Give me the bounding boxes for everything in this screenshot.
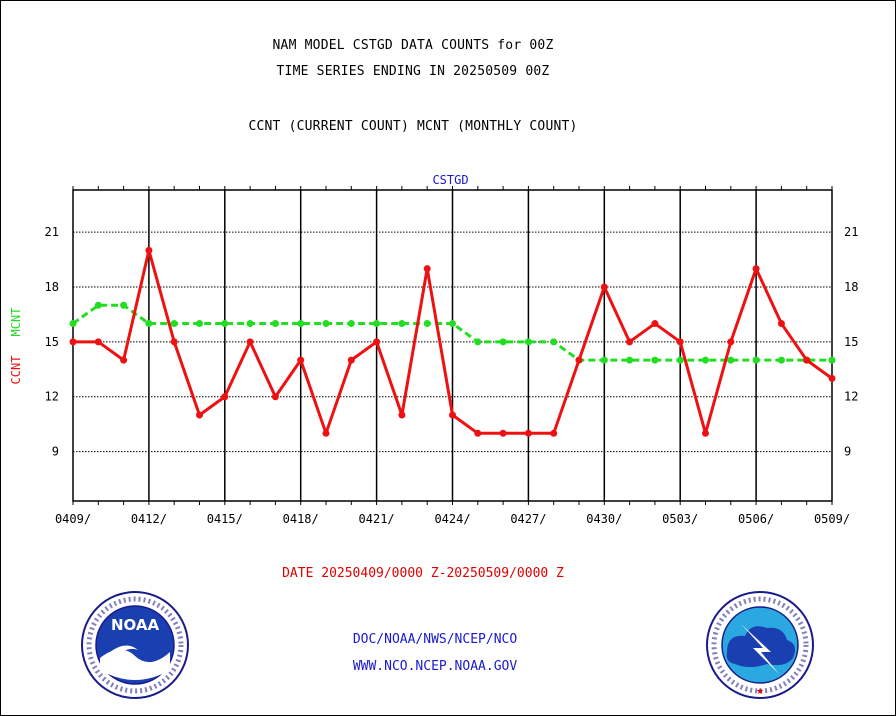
data-point-mcnt <box>145 320 153 328</box>
data-point-ccnt <box>550 429 558 437</box>
data-point-mcnt <box>373 320 381 328</box>
data-point-ccnt <box>145 246 153 254</box>
data-point-mcnt <box>449 320 456 328</box>
data-point-mcnt <box>651 356 659 364</box>
data-point-mcnt <box>398 320 406 328</box>
data-point-ccnt <box>170 338 178 346</box>
data-point-mcnt <box>727 356 735 364</box>
x-tick-label: 0412/ <box>131 512 167 526</box>
data-point-mcnt <box>322 320 330 328</box>
x-tick-label: 0427/ <box>510 512 546 526</box>
y-tick-label-left: 21 <box>45 225 59 239</box>
data-point-ccnt <box>398 411 406 419</box>
y-tick-label-left: 18 <box>45 280 59 294</box>
data-point-mcnt <box>271 320 279 328</box>
data-point-ccnt <box>347 356 355 364</box>
y-axis-label-ccnt: CCNT <box>9 356 23 385</box>
nws-logo-icon: ★ <box>706 591 814 699</box>
y-tick-label-right: 12 <box>844 390 858 404</box>
data-point-ccnt <box>499 429 507 437</box>
data-point-ccnt <box>246 338 254 346</box>
y-tick-label-left: 9 <box>52 445 59 459</box>
x-tick-label: 0424/ <box>434 512 470 526</box>
y-tick-label-right: 15 <box>844 335 858 349</box>
noaa-logo-text: NOAA <box>111 616 160 634</box>
data-point-mcnt <box>828 356 836 364</box>
data-point-ccnt <box>575 356 583 364</box>
data-point-ccnt <box>676 338 684 346</box>
data-point-mcnt <box>94 301 102 309</box>
noaa-logo-icon: NOAA <box>81 591 189 699</box>
x-tick-label: 0430/ <box>586 512 622 526</box>
x-tick-label: 0503/ <box>662 512 698 526</box>
data-point-mcnt <box>120 301 128 309</box>
data-point-mcnt <box>524 338 532 346</box>
data-point-ccnt <box>196 411 203 419</box>
header-title-line-3: CCNT (CURRENT COUNT) MCNT (MONTHLY COUNT… <box>248 119 578 134</box>
chart-title: CSTGD <box>432 173 468 187</box>
y-tick-label-right: 18 <box>844 280 858 294</box>
data-point-ccnt <box>221 393 229 401</box>
date-range-label: DATE 20250409/0000 Z-20250509/0000 Z <box>282 566 564 581</box>
data-point-ccnt <box>449 411 456 419</box>
data-point-ccnt <box>752 265 760 273</box>
data-point-ccnt <box>120 356 128 364</box>
y-tick-label-left: 12 <box>45 390 59 404</box>
x-tick-label: 0506/ <box>738 512 774 526</box>
data-point-mcnt <box>752 356 760 364</box>
y-tick-label-left: 15 <box>45 335 59 349</box>
data-point-ccnt <box>803 356 811 364</box>
data-point-ccnt <box>423 265 431 273</box>
data-point-ccnt <box>727 338 735 346</box>
x-tick-label: 0409/ <box>55 512 91 526</box>
data-point-mcnt <box>69 320 77 328</box>
data-point-ccnt <box>297 356 305 364</box>
x-tick-label: 0415/ <box>207 512 243 526</box>
data-point-ccnt <box>702 429 709 437</box>
data-point-mcnt <box>170 320 178 328</box>
data-point-mcnt <box>550 338 558 346</box>
x-tick-label: 0509/ <box>814 512 850 526</box>
data-point-mcnt <box>676 356 684 364</box>
y-axis-label-mcnt: MCNT <box>9 308 23 337</box>
data-point-ccnt <box>69 338 77 346</box>
data-point-mcnt <box>702 356 709 364</box>
data-point-mcnt <box>626 356 634 364</box>
x-tick-label: 0421/ <box>359 512 395 526</box>
data-point-mcnt <box>347 320 355 328</box>
data-point-ccnt <box>271 393 279 401</box>
data-point-mcnt <box>221 320 229 328</box>
data-point-mcnt <box>600 356 608 364</box>
data-point-ccnt <box>777 320 785 328</box>
data-point-ccnt <box>626 338 634 346</box>
data-point-mcnt <box>196 320 203 328</box>
data-point-mcnt <box>474 338 482 346</box>
data-point-ccnt <box>651 320 659 328</box>
data-point-ccnt <box>600 283 608 291</box>
y-tick-label-right: 21 <box>844 225 858 239</box>
x-tick-label: 0418/ <box>283 512 319 526</box>
data-point-ccnt <box>828 374 836 382</box>
data-point-mcnt <box>297 320 305 328</box>
data-point-mcnt <box>777 356 785 364</box>
header-title-line-2: TIME SERIES ENDING IN 20250509 00Z <box>276 64 550 79</box>
data-point-mcnt <box>423 320 431 328</box>
website-text: WWW.NCO.NCEP.NOAA.GOV <box>352 659 518 674</box>
data-point-ccnt <box>322 429 330 437</box>
data-point-ccnt <box>94 338 102 346</box>
nws-star-icon: ★ <box>756 687 764 697</box>
y-tick-label-right: 9 <box>844 445 851 459</box>
data-point-ccnt <box>524 429 532 437</box>
org-path-text: DOC/NOAA/NWS/NCEP/NCO <box>352 632 518 647</box>
data-point-mcnt <box>499 338 507 346</box>
data-point-mcnt <box>246 320 254 328</box>
data-point-ccnt <box>474 429 482 437</box>
data-point-ccnt <box>373 338 381 346</box>
header-title-line-1: NAM MODEL CSTGD DATA COUNTS for 00Z <box>272 38 554 53</box>
